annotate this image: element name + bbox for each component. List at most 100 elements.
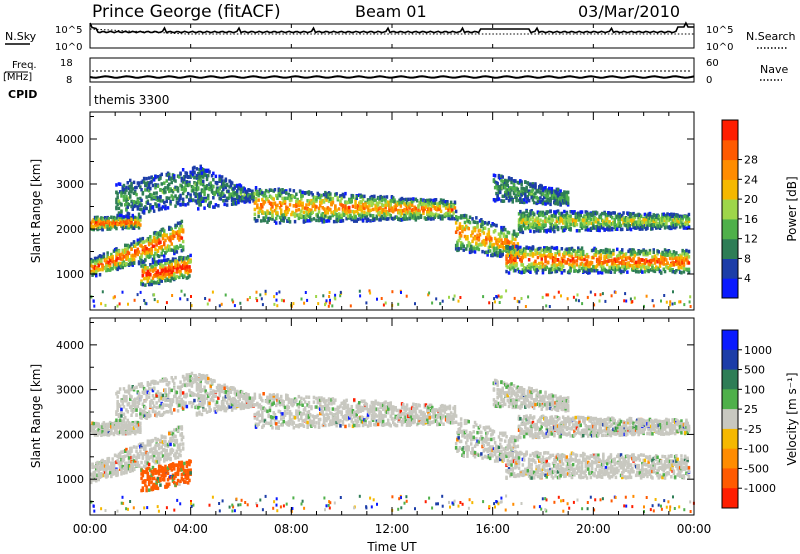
power-cell-3586 (549, 226, 552, 230)
power-cell-2671 (511, 262, 514, 267)
power-cell-3724 (580, 210, 584, 214)
power-cell-1362 (228, 179, 231, 183)
power-cell-3001 (587, 263, 590, 267)
power-cell-4220 (497, 173, 501, 178)
power-cell-1566 (273, 219, 277, 223)
power-cell-1053 (155, 260, 158, 264)
power-cell-4318 (520, 193, 523, 197)
power-cell-4383 (536, 199, 540, 204)
power-cell-253 (149, 235, 152, 239)
power-cell-2552 (499, 249, 502, 253)
power-cell-192 (134, 244, 137, 249)
colorbar-tick-label: 28 (744, 154, 758, 167)
power-cell-132 (121, 265, 124, 270)
power-cell-3721 (579, 224, 582, 228)
power-cell-4286 (512, 190, 516, 194)
power-cell-146 (124, 243, 127, 248)
velocity-cell-139 (120, 463, 123, 467)
power-cell-3527 (535, 224, 538, 228)
power-cell-882 (180, 179, 184, 183)
power-cell-624 (120, 203, 123, 207)
power-cell-604 (116, 192, 119, 196)
power-cell-4003 (644, 215, 648, 220)
power-cell-1063 (156, 273, 160, 278)
power-cell-4032 (651, 222, 654, 227)
power-cell-640 (125, 188, 128, 192)
power-cell-4476 (556, 187, 560, 192)
power-cell-2524 (492, 223, 496, 227)
power-cell-4236 (502, 194, 506, 198)
power-cell-3729 (582, 218, 585, 222)
power-cell-2519 (491, 243, 494, 247)
power-cell-937 (191, 166, 195, 170)
power-cell-1743 (314, 207, 317, 211)
velocity-cell-142 (120, 466, 123, 470)
power-cell-4592 (139, 290, 142, 294)
power-cell-2130 (399, 208, 403, 213)
power-cell-942 (193, 175, 196, 180)
power-cell-529 (122, 219, 126, 224)
power-cell-3877 (614, 227, 618, 231)
power-cell-1963 (363, 210, 366, 214)
power-cell-714 (141, 179, 145, 183)
power-cell-3590 (550, 221, 554, 225)
power-cell-3779 (593, 220, 596, 224)
power-cell-710 (141, 210, 145, 214)
velocity-cell-129 (117, 460, 121, 464)
power-cell-457 (103, 223, 107, 227)
power-cell-3243 (643, 260, 647, 265)
power-cell-1867 (341, 203, 345, 208)
power-cell-3039 (597, 251, 600, 255)
power-cell-1284 (209, 185, 212, 189)
power-cell-82 (108, 265, 112, 269)
power-cell-1512 (261, 197, 264, 202)
power-cell-4505 (563, 198, 566, 203)
power-cell-1852 (337, 217, 341, 222)
power-cell-2555 (500, 254, 503, 258)
power-cell-3630 (558, 221, 561, 225)
power-cell-4323 (521, 198, 525, 202)
power-cell-1594 (280, 203, 283, 207)
power-cell-4116 (670, 212, 673, 216)
power-cell-4703 (593, 303, 596, 307)
power-cell-3440 (517, 212, 521, 216)
power-cell-2749 (529, 267, 532, 272)
power-cell-3118 (616, 247, 619, 252)
power-cell-1826 (331, 200, 335, 205)
power-cell-601 (115, 197, 118, 202)
power-cell-3871 (613, 217, 616, 222)
power-cell-4055 (656, 222, 659, 226)
power-cell-2775 (535, 271, 538, 275)
power-cell-4 (90, 260, 93, 265)
power-cell-3254 (646, 259, 649, 264)
power-cell-3230 (641, 258, 644, 262)
power-cell-2854 (553, 263, 556, 268)
power-cell-2870 (556, 251, 560, 255)
power-cell-2363 (454, 209, 458, 214)
power-cell-4427 (546, 194, 550, 198)
velocity-cell-101 (111, 461, 114, 466)
power-cell-2557 (500, 225, 503, 230)
power-cell-1793 (325, 207, 328, 211)
power-cell-859 (174, 179, 177, 183)
power-cell-4159 (680, 220, 683, 224)
power-cell-4254 (506, 179, 509, 183)
power-cell-4633 (581, 302, 584, 306)
power-cell-3018 (592, 255, 595, 260)
power-cell-1927 (354, 205, 357, 209)
power-cell-366 (174, 223, 177, 228)
power-cell-975 (199, 194, 202, 199)
power-cell-1352 (225, 198, 229, 203)
power-cell-688 (135, 200, 138, 205)
power-cell-1248 (203, 192, 206, 196)
power-cell-650 (126, 197, 129, 202)
power-cell-1506 (259, 219, 263, 223)
power-cell-858 (174, 185, 177, 190)
power-cell-1576 (276, 196, 279, 200)
power-cell-2703 (517, 269, 521, 274)
power-cell-3174 (628, 263, 632, 268)
power-cell-1853 (337, 215, 341, 219)
power-cell-2084 (390, 216, 394, 221)
power-cell-2254 (427, 203, 430, 208)
power-cell-3391 (677, 261, 681, 265)
